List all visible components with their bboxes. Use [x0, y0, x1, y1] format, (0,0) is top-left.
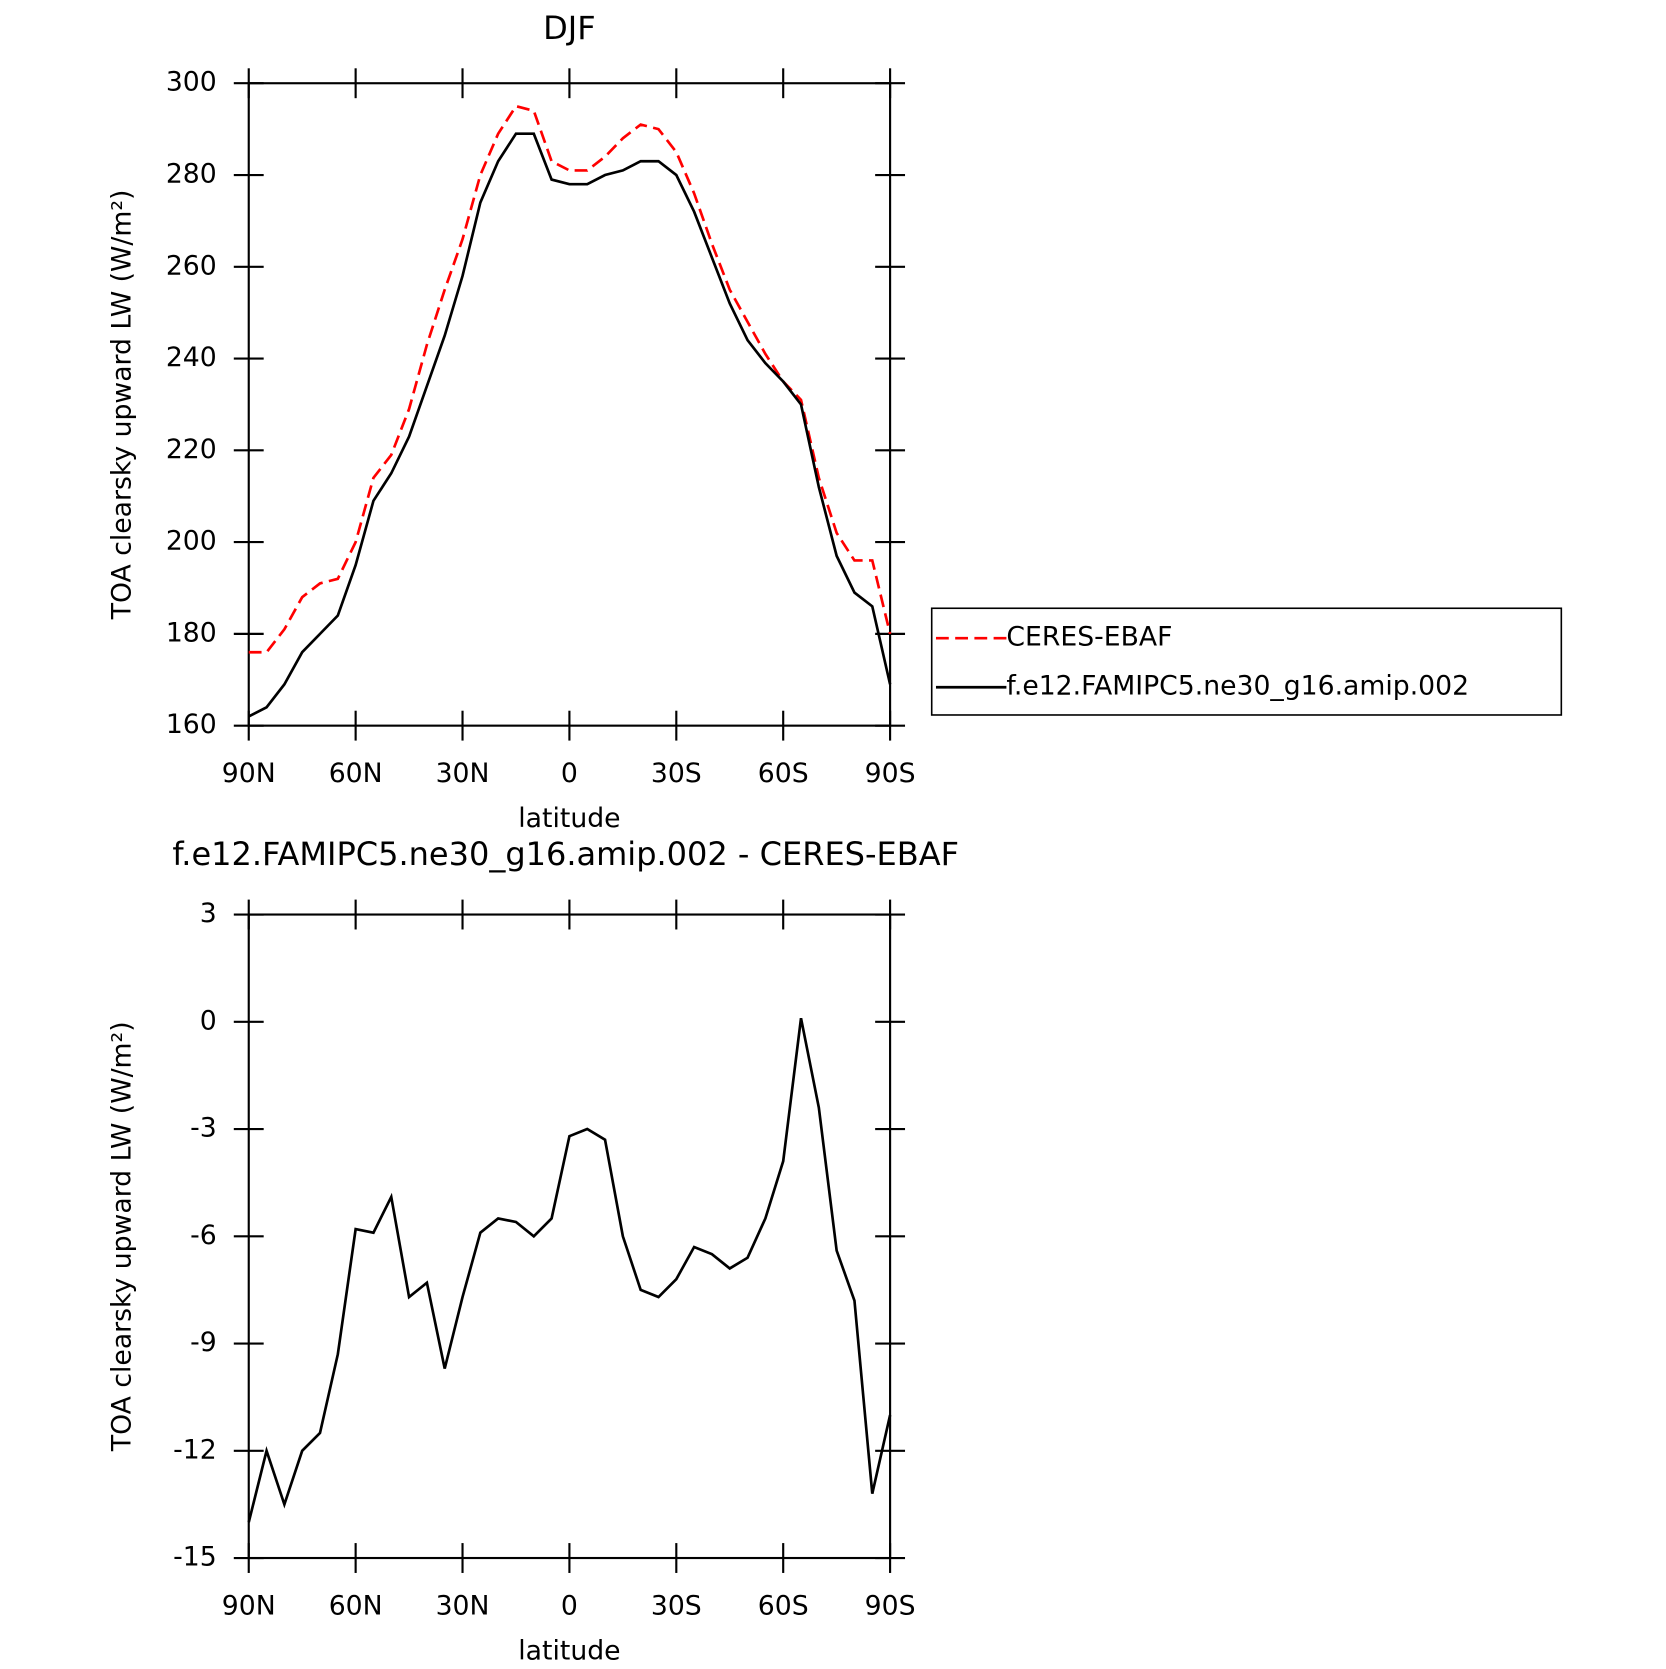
y-tick-label: 0 [200, 1005, 217, 1036]
legend-label: CERES-EBAF [1006, 622, 1172, 653]
line-series [248, 132, 892, 718]
x-tick-label: 60S [758, 1591, 809, 1622]
y-tick-label: -12 [173, 1434, 217, 1465]
y-tick-label: 260 [166, 250, 217, 281]
y-tick-label: 280 [166, 159, 217, 190]
x-tick-label: 30S [651, 1591, 702, 1622]
y-tick-label: -9 [190, 1327, 217, 1358]
x-tick-label: 30S [651, 758, 702, 789]
x-tick-label: 0 [561, 758, 578, 789]
x-axis-label: latitude [518, 1635, 620, 1666]
y-tick-label: -15 [173, 1542, 217, 1573]
y-tick-label: 3 [200, 898, 217, 929]
plot-frame [247, 913, 892, 1560]
x-tick-label: 90N [222, 758, 276, 789]
x-tick-label: 0 [561, 1591, 578, 1622]
legend-label: f.e12.FAMIPC5.ne30_g16.amip.002 [1006, 671, 1469, 702]
y-tick-label: 300 [166, 67, 217, 98]
y-axis-label: TOA clearsky upward LW (W/m²) [106, 190, 137, 621]
y-tick-label: 240 [166, 342, 217, 373]
legend-box [930, 607, 1563, 716]
x-tick-label: 60S [758, 758, 809, 789]
y-tick-label: -3 [190, 1113, 217, 1144]
x-tick-label: 90S [865, 1591, 916, 1622]
line-series [247, 1017, 892, 1523]
y-tick-label: 200 [166, 526, 217, 557]
y-tick-label: 160 [166, 709, 217, 740]
chart-title: DJF [543, 9, 595, 47]
x-axis-label: latitude [518, 803, 620, 834]
x-tick-label: 90N [222, 1591, 276, 1622]
x-tick-label: 30N [436, 758, 490, 789]
line-series [248, 104, 892, 654]
x-tick-label: 60N [329, 758, 383, 789]
chart-title: f.e12.FAMIPC5.ne30_g16.amip.002 - CERES-… [172, 835, 959, 873]
y-tick-label: -6 [190, 1220, 217, 1251]
plot-frame [247, 82, 892, 727]
y-axis-label: TOA clearsky upward LW (W/m²) [106, 1021, 137, 1452]
x-tick-label: 60N [329, 1591, 383, 1622]
y-tick-label: 220 [166, 434, 217, 465]
x-tick-label: 30N [436, 1591, 490, 1622]
x-tick-label: 90S [865, 758, 916, 789]
y-tick-label: 180 [166, 617, 217, 648]
